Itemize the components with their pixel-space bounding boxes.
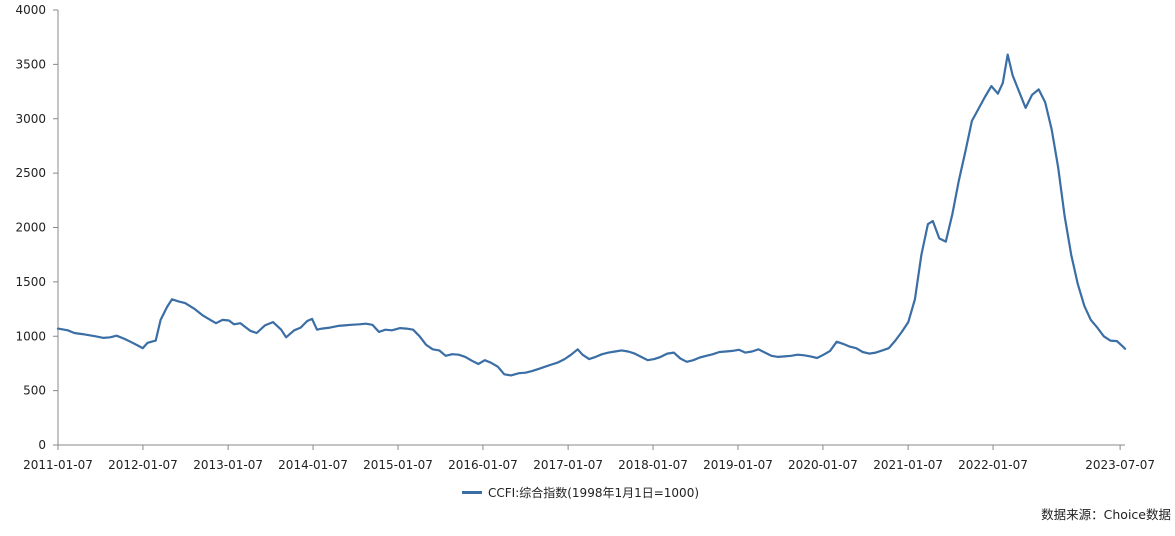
y-tick-label: 500 — [23, 384, 46, 398]
x-tick-label: 2014-01-07 — [278, 458, 348, 472]
y-tick-label: 0 — [38, 438, 46, 452]
y-tick-label: 2000 — [15, 221, 46, 235]
x-tick-label: 2021-01-07 — [873, 458, 943, 472]
y-tick-label: 3500 — [15, 57, 46, 71]
data-source-note: 数据来源：Choice数据 — [1041, 507, 1171, 522]
y-tick-label: 2500 — [15, 166, 46, 180]
x-tick-label: 2013-01-07 — [193, 458, 263, 472]
x-tick-label: 2011-01-07 — [23, 458, 93, 472]
series-layer — [56, 53, 1127, 377]
y-tick-label: 1000 — [15, 329, 46, 343]
x-tick-label: 2015-01-07 — [363, 458, 433, 472]
y-axis: 0 500 1000 1500 2000 2500 3000 3500 4000 — [15, 3, 59, 452]
series-line-ccfi — [56, 53, 1127, 377]
chart-legend: CCFI:综合指数(1998年1月1日=1000) — [462, 484, 699, 501]
x-axis: 2011-01-07 2012-01-07 2013-01-07 2014-01-07… — [23, 444, 1155, 472]
legend-swatch — [462, 491, 482, 494]
x-tick-label: 2019-01-07 — [703, 458, 773, 472]
x-tick-label: 2020-01-07 — [788, 458, 858, 472]
y-tick-label: 4000 — [15, 3, 46, 17]
x-tick-label: 2022-01-07 — [958, 458, 1028, 472]
x-tick-label: 2023-07-07 — [1085, 458, 1155, 472]
x-tick-label: 2017-01-07 — [533, 458, 603, 472]
x-tick-label: 2012-01-07 — [108, 458, 178, 472]
legend-label: CCFI:综合指数(1998年1月1日=1000) — [488, 486, 700, 500]
x-tick-label: 2018-01-07 — [618, 458, 688, 472]
x-tick-label: 2016-01-07 — [448, 458, 518, 472]
y-tick-label: 3000 — [15, 112, 46, 126]
y-tick-label: 1500 — [15, 275, 46, 289]
